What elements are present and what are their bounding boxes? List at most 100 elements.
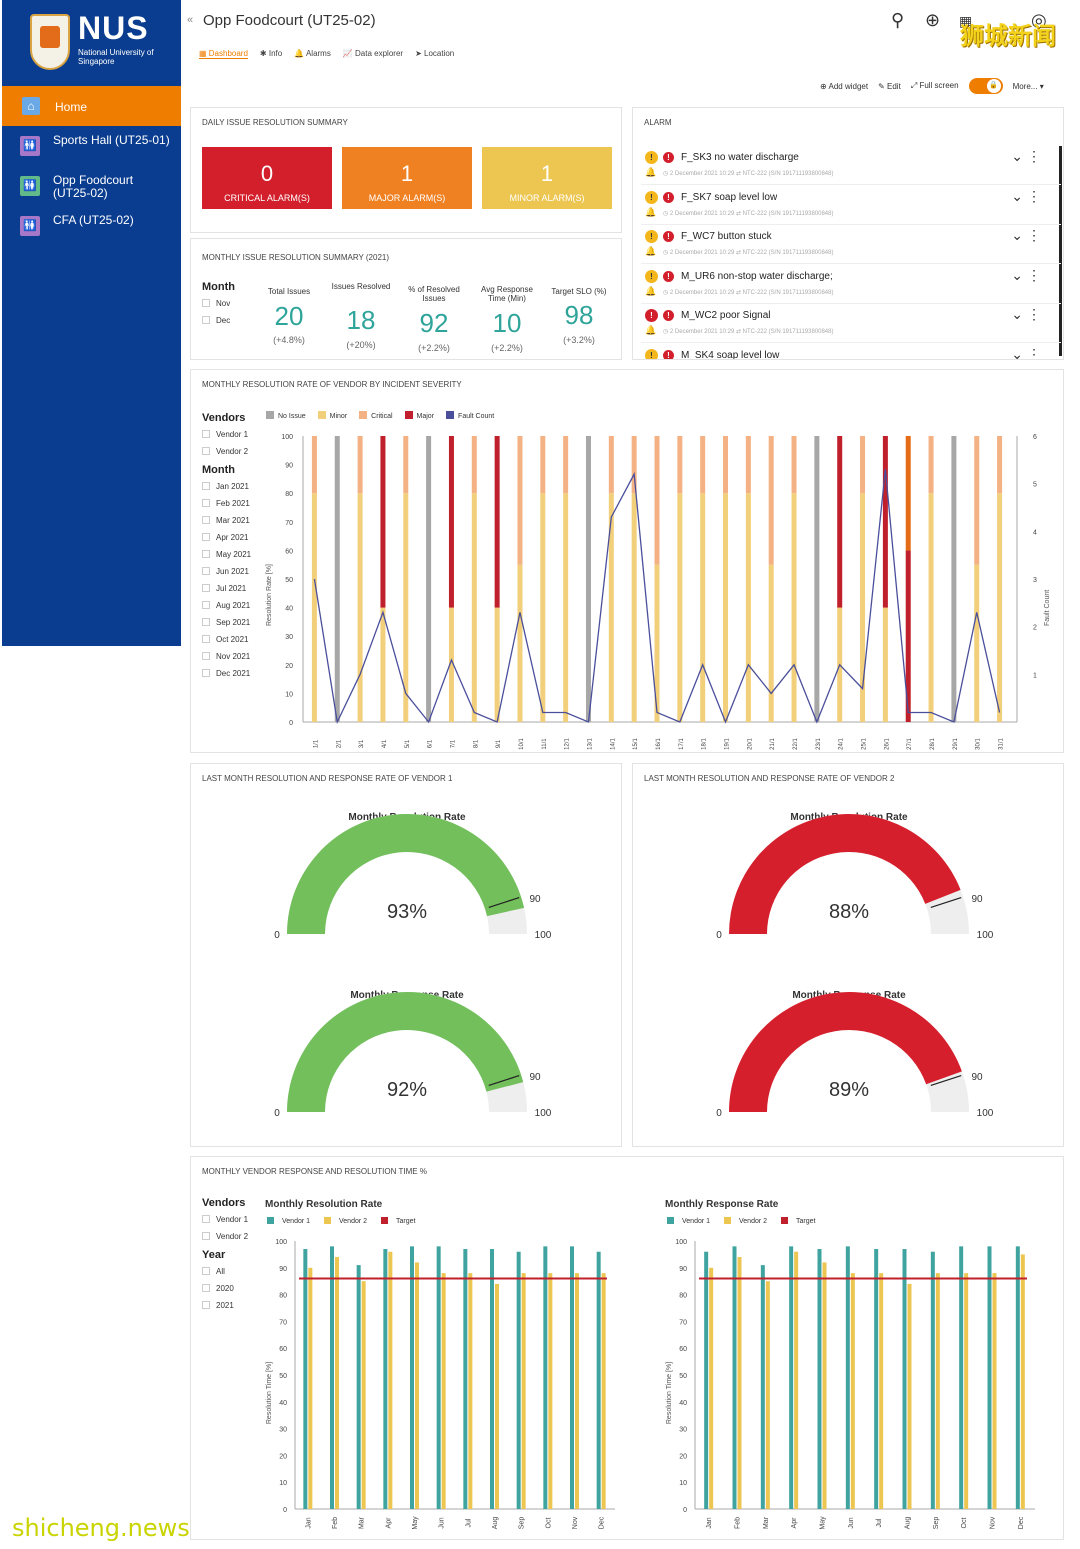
filter-option-month[interactable]: Feb 2021 xyxy=(202,499,251,508)
more-vert-icon[interactable]: ⋮ xyxy=(1027,266,1041,283)
nus-logo[interactable]: NUS National University of Singapore xyxy=(30,10,170,74)
filter-option-nov[interactable]: Nov xyxy=(202,299,235,308)
checkbox[interactable] xyxy=(202,1232,210,1240)
sidebar-item-sports-hall[interactable]: 🚻 Sports Hall (UT25-01) xyxy=(20,134,180,162)
alarm-item[interactable]: !! M_UR6 non-stop water discharge; 🔔 ◷ 2 De… xyxy=(641,265,1061,304)
checkbox[interactable] xyxy=(202,447,210,455)
filter-option-2020[interactable]: 2020 xyxy=(202,1284,248,1293)
option-label: Apr 2021 xyxy=(216,533,249,542)
filter-option-month[interactable]: Dec 2021 xyxy=(202,669,251,678)
alarm-item[interactable]: !! F_WC7 button stuck 🔔 ◷ 2 December 2021 1… xyxy=(641,225,1061,264)
more-vert-icon[interactable]: ⋮ xyxy=(1027,306,1041,322)
more-button[interactable]: More... ▾ xyxy=(1012,81,1044,91)
apps-grid-icon[interactable]: ▦ xyxy=(959,13,973,29)
checkbox[interactable] xyxy=(202,601,210,609)
filter-option-vendor2[interactable]: Vendor 2 xyxy=(202,447,251,456)
option-label: Mar 2021 xyxy=(216,516,250,525)
sidebar-item-opp-foodcourt[interactable]: 🚻 Opp Foodcourt (UT25-02) xyxy=(20,174,180,202)
filter-option-month[interactable]: Jul 2021 xyxy=(202,584,251,593)
chevron-down-icon[interactable]: ⌄ xyxy=(1011,266,1023,283)
alarm-item[interactable]: !! F_SK7 soap level low 🔔 ◷ 2 December 2021… xyxy=(641,186,1061,225)
alarm-item[interactable]: !! M_WC2 poor Signal 🔔 ◷ 2 December 2021 10… xyxy=(641,304,1061,343)
more-vert-icon[interactable]: ⋮ xyxy=(1027,148,1041,164)
checkbox[interactable] xyxy=(202,430,210,438)
checkbox[interactable] xyxy=(202,299,210,307)
checkbox[interactable] xyxy=(202,1301,210,1309)
checkbox[interactable] xyxy=(202,1215,210,1223)
option-label: 2021 xyxy=(216,1301,234,1310)
checkbox[interactable] xyxy=(202,499,210,507)
filter-option-month[interactable]: Apr 2021 xyxy=(202,533,251,542)
y-tick-label: 100 xyxy=(275,1239,287,1246)
filter-option-month[interactable]: Jun 2021 xyxy=(202,567,251,576)
checkbox[interactable] xyxy=(202,316,210,324)
account-icon[interactable]: ◎ xyxy=(1031,10,1047,30)
alarm-item[interactable]: !! F_SK3 no water discharge 🔔 ◷ 2 December … xyxy=(641,146,1061,185)
sidebar-item-cfa[interactable]: 🚻 CFA (UT25-02) xyxy=(20,214,180,242)
chevron-down-icon[interactable]: ⌄ xyxy=(1011,187,1023,204)
checkbox[interactable] xyxy=(202,550,210,558)
minor-alarm-tile[interactable]: 1 MINOR ALARM(S) xyxy=(482,147,612,209)
collapse-sidebar-icon[interactable]: « xyxy=(187,14,194,26)
tab-dashboard[interactable]: ▦ Dashboard xyxy=(199,49,248,59)
major-alarm-tile[interactable]: 1 MAJOR ALARM(S) xyxy=(342,147,472,209)
checkbox[interactable] xyxy=(202,652,210,660)
checkbox[interactable] xyxy=(202,516,210,524)
legend-item[interactable]: Critical xyxy=(359,411,393,420)
x-tick-label: 8/1 xyxy=(473,739,479,748)
legend-item[interactable]: No Issue xyxy=(266,411,306,420)
more-vert-icon[interactable]: ⋮ xyxy=(1027,187,1041,204)
add-icon[interactable]: ⊕ xyxy=(925,10,941,30)
lock-toggle[interactable] xyxy=(968,78,1003,94)
x-tick-label: Sep xyxy=(519,1517,526,1530)
filter-option-vendor2[interactable]: Vendor 2 xyxy=(202,1232,248,1241)
checkbox[interactable] xyxy=(202,635,210,643)
chevron-down-icon[interactable]: ⌄ xyxy=(1011,148,1023,164)
add-widget-button[interactable]: ⊕ Add widget xyxy=(820,81,869,91)
checkbox[interactable] xyxy=(202,1267,210,1275)
filter-option-all[interactable]: All xyxy=(202,1267,248,1276)
more-vert-icon[interactable]: ⋮ xyxy=(1027,345,1041,360)
alarm-scrollbar[interactable] xyxy=(1059,146,1062,356)
edit-button[interactable]: ✎ Edit xyxy=(878,81,901,91)
legend-item[interactable]: Minor xyxy=(317,411,347,420)
filter-option-month[interactable]: Oct 2021 xyxy=(202,635,251,644)
filter-option-month[interactable]: Sep 2021 xyxy=(202,618,251,627)
checkbox[interactable] xyxy=(202,584,210,592)
tab-data-explorer[interactable]: 📈 Data explorer xyxy=(342,49,404,58)
severity-bar xyxy=(540,493,546,722)
chevron-down-icon[interactable]: ⌄ xyxy=(1011,345,1023,360)
sidebar-item-home[interactable]: ⌂ Home xyxy=(2,86,181,126)
checkbox[interactable] xyxy=(202,482,210,490)
legend-item[interactable]: Fault Count xyxy=(446,411,494,420)
warning-icon: ! xyxy=(645,309,658,322)
checkbox[interactable] xyxy=(202,1284,210,1292)
filter-option-month[interactable]: Aug 2021 xyxy=(202,601,251,610)
filter-option-month[interactable]: Jan 2021 xyxy=(202,482,251,491)
metric-value: 10 xyxy=(492,308,522,338)
filter-option-vendor1[interactable]: Vendor 1 xyxy=(202,1215,248,1224)
tab-location[interactable]: ➤ Location xyxy=(415,49,455,58)
tab-info[interactable]: ✱ Info xyxy=(259,49,283,58)
filter-option-month[interactable]: Mar 2021 xyxy=(202,516,251,525)
data-bar xyxy=(935,1273,940,1509)
checkbox[interactable] xyxy=(202,567,210,575)
checkbox[interactable] xyxy=(202,533,210,541)
checkbox[interactable] xyxy=(202,618,210,626)
legend-item[interactable]: Major xyxy=(404,411,434,420)
filter-option-dec[interactable]: Dec xyxy=(202,316,235,325)
more-vert-icon[interactable]: ⋮ xyxy=(1027,227,1041,243)
alarm-item[interactable]: !! M_SK4 soap level low ⌄ ⋮ xyxy=(641,344,1061,360)
tab-alarms[interactable]: 🔔 Alarms xyxy=(294,49,331,58)
filter-option-vendor1[interactable]: Vendor 1 xyxy=(202,430,251,439)
filter-option-2021[interactable]: 2021 xyxy=(202,1301,248,1310)
checkbox[interactable] xyxy=(202,669,210,677)
filter-option-month[interactable]: Nov 2021 xyxy=(202,652,251,661)
critical-alarm-tile[interactable]: 0 CRITICAL ALARM(S) xyxy=(202,147,332,209)
chevron-down-icon[interactable]: ⌄ xyxy=(1011,306,1023,322)
major-count: 1 xyxy=(400,161,414,186)
fullscreen-button[interactable]: ⤢ Full screen xyxy=(910,81,959,90)
chevron-down-icon[interactable]: ⌄ xyxy=(1011,227,1023,243)
search-icon[interactable]: ⚲ xyxy=(891,10,905,30)
filter-option-month[interactable]: May 2021 xyxy=(202,550,251,559)
